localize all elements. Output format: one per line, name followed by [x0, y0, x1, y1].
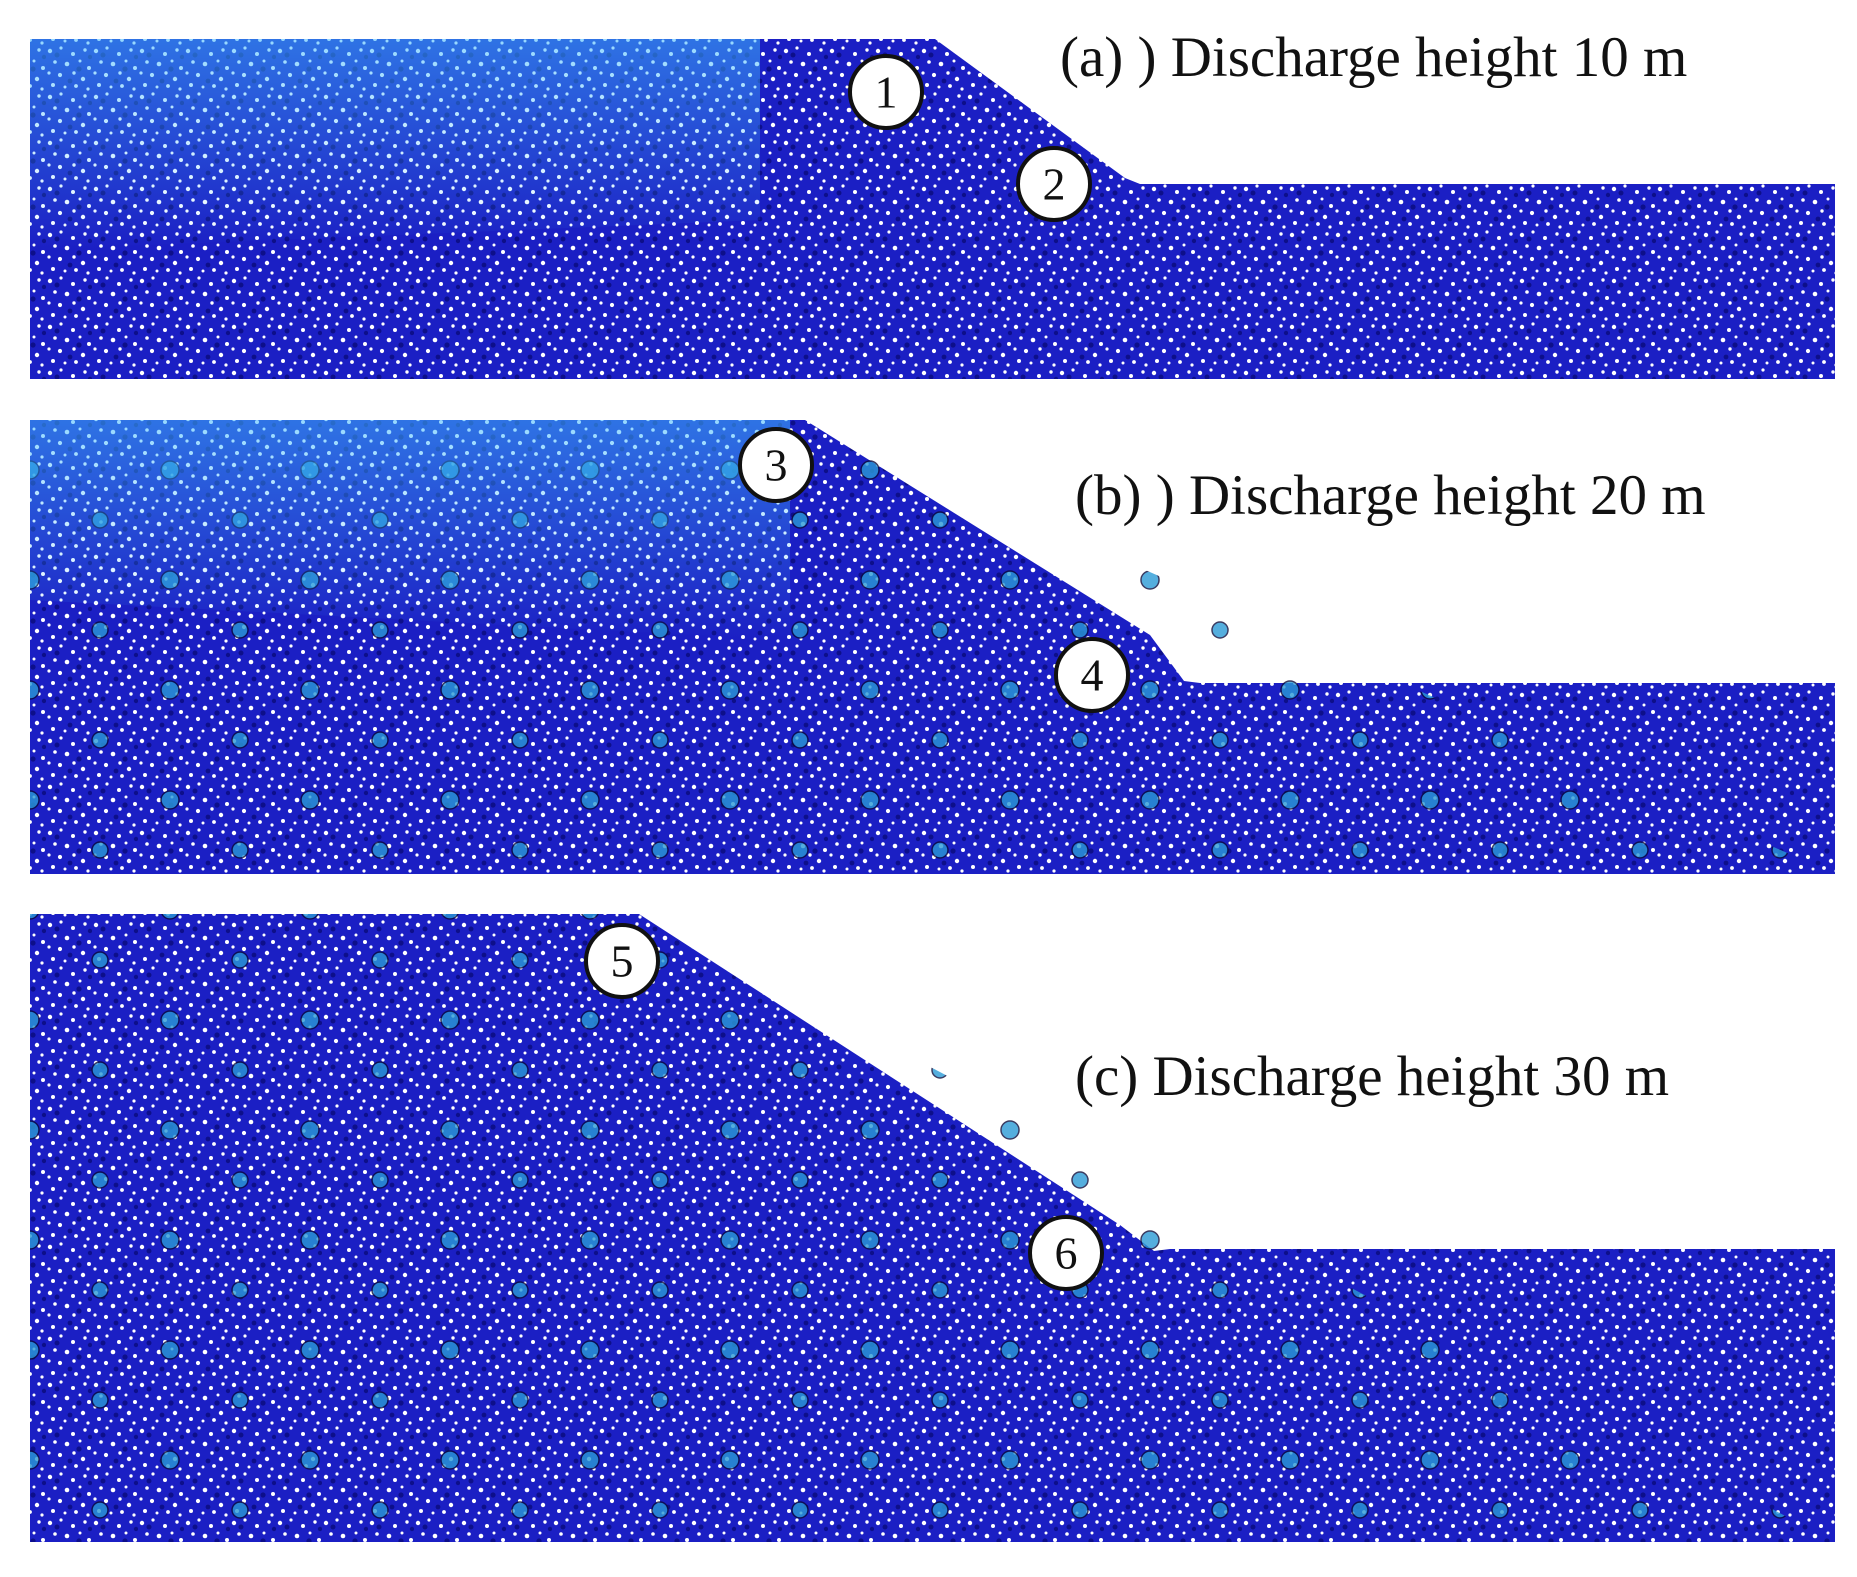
marker — [1016, 146, 1092, 222]
marker-number: 3 — [765, 440, 788, 491]
marker-number: 5 — [611, 936, 634, 987]
marker — [1028, 1215, 1104, 1291]
marker-number: 4 — [1081, 650, 1104, 701]
panel-b: (b) ) Discharge height 20 m 3 4 — [30, 420, 1835, 874]
marker — [584, 923, 660, 999]
marker — [738, 427, 814, 503]
marker — [848, 54, 924, 130]
panel-label: (b) ) Discharge height 20 m — [1075, 464, 1706, 527]
marker — [1054, 637, 1130, 713]
panel-c: (c) Discharge height 30 m 5 6 — [30, 914, 1835, 1542]
marker-number: 2 — [1043, 159, 1066, 210]
marker-number: 1 — [875, 67, 898, 118]
panel-label: (c) Discharge height 30 m — [1075, 1045, 1669, 1108]
upper-layer — [30, 39, 760, 250]
marker-number: 6 — [1055, 1228, 1078, 1279]
coarse-particles — [30, 914, 1835, 1542]
panel-a: (a) ) Discharge height 10 m 1 2 — [30, 26, 1835, 379]
panel-label: (a) ) Discharge height 10 m — [1060, 26, 1687, 89]
upper-layer — [30, 420, 790, 640]
